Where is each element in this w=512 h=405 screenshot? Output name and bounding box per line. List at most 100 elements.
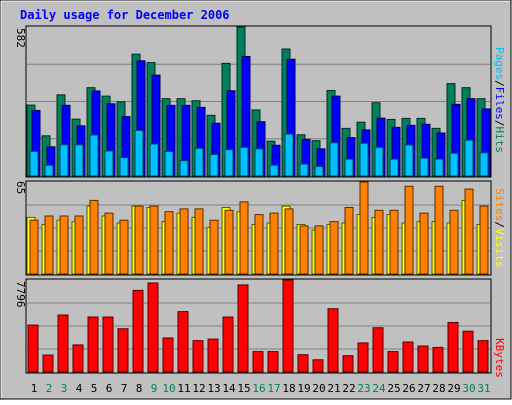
bar-pages-day-1 [29,150,39,177]
bar-pages-day-19 [299,163,309,177]
bar-kbytes-day-1 [27,324,39,373]
bar-kbytes-day-30 [462,330,474,373]
bar-sites-day-3 [59,215,69,275]
x-label-day-16: 16 [252,382,265,395]
legend-pages: Pages [493,47,506,80]
bar-pages-day-15 [239,146,249,177]
bar-sites-day-15 [239,201,249,275]
x-label-day-23: 23 [357,382,370,395]
bar-kbytes-day-4 [72,344,84,373]
bar-pages-day-31 [479,152,489,177]
bar-sites-day-20 [314,225,324,275]
bar-pages-day-29 [449,152,459,177]
bar-sites-day-29 [449,209,459,275]
bar-kbytes-day-13 [207,338,219,373]
bar-pages-day-18 [284,133,294,177]
bar-sites-day-22 [344,206,354,275]
bar-sites-day-4 [74,215,84,275]
bar-sites-day-10 [164,211,174,275]
x-label-day-21: 21 [327,382,340,395]
bar-kbytes-day-3 [57,314,69,373]
legend-sites: Sites [493,188,506,221]
panel-sites-max-label: 65 [14,181,27,194]
bar-pages-day-21 [329,142,339,177]
x-label-day-8: 8 [136,382,143,395]
bar-kbytes-day-27 [417,345,429,373]
bar-sites-day-5 [89,199,99,275]
bar-sites-day-2 [44,215,54,275]
x-label-day-19: 19 [297,382,310,395]
bar-sites-day-8 [134,205,144,275]
bar-sites-day-1 [29,219,39,275]
bar-pages-day-27 [419,157,429,177]
bar-pages-day-22 [344,158,354,177]
bar-kbytes-day-11 [177,311,189,373]
chart-title: Daily usage for December 2006 [20,8,230,22]
bar-pages-day-8 [134,129,144,177]
x-label-day-15: 15 [237,382,250,395]
panel-kbytes-frame [25,278,492,374]
x-label-day-11: 11 [177,382,190,395]
bar-pages-day-11 [179,160,189,177]
x-label-day-1: 1 [31,382,38,395]
x-label-day-10: 10 [162,382,175,395]
panel-sites-frame [25,180,492,276]
bar-pages-day-28 [434,158,444,177]
bar-pages-day-9 [149,143,159,177]
bar-kbytes-day-17 [267,351,279,373]
bar-kbytes-day-15 [237,284,249,373]
bar-kbytes-day-21 [327,308,339,373]
x-label-day-27: 27 [417,382,430,395]
bar-kbytes-day-25 [387,351,399,373]
bar-pages-day-13 [209,153,219,177]
bars [26,26,491,373]
x-label-day-3: 3 [61,382,68,395]
bar-pages-day-26 [404,144,414,177]
bar-pages-day-10 [164,150,174,177]
bar-sites-day-11 [179,208,189,275]
bar-kbytes-day-8 [132,289,144,373]
x-label-day-2: 2 [46,382,53,395]
bar-sites-day-7 [119,219,129,275]
bar-pages-day-3 [59,144,69,177]
x-label-day-28: 28 [432,382,445,395]
bar-kbytes-day-7 [117,328,129,373]
bar-pages-day-5 [89,134,99,177]
legend-sep-3: / [493,221,506,228]
bar-sites-day-12 [194,208,204,275]
x-label-day-7: 7 [121,382,128,395]
x-label-day-24: 24 [372,382,386,395]
bar-pages-day-4 [74,144,84,177]
bar-sites-day-17 [269,212,279,275]
bar-kbytes-day-24 [372,327,384,373]
legend-files: Files [493,87,506,120]
bar-sites-day-24 [374,209,384,275]
bar-kbytes-day-26 [402,341,414,373]
legend-sep-2: / [493,120,506,127]
legend-sites-visits: Sites/Visits [493,188,506,268]
svg-text:Sites/Visits: Sites/Visits [493,188,506,268]
bar-pages-day-30 [464,139,474,177]
x-label-day-13: 13 [207,382,220,395]
bar-sites-day-28 [434,185,444,275]
bar-sites-day-23 [359,181,369,275]
x-label-day-25: 25 [387,382,400,395]
x-axis-labels: 1 2 3 4 5 6 7 8 9 10 11 12 13 14 15 16 17 18 19 20 21 22 23 24 2… [31,382,491,395]
bar-pages-day-2 [44,164,54,177]
x-label-day-22: 22 [342,382,355,395]
bar-pages-day-7 [119,157,129,177]
bar-sites-day-25 [389,209,399,275]
bar-kbytes-day-20 [312,359,324,373]
bar-sites-day-18 [284,208,294,275]
legend-kbytes-label: KBytes [493,338,506,378]
x-label-day-17: 17 [267,382,280,395]
x-label-day-9: 9 [151,382,158,395]
bar-pages-day-17 [269,164,279,177]
bar-kbytes-day-29 [447,321,459,373]
bar-pages-day-25 [389,158,399,177]
x-label-day-29: 29 [447,382,460,395]
bar-pages-day-20 [314,166,324,177]
